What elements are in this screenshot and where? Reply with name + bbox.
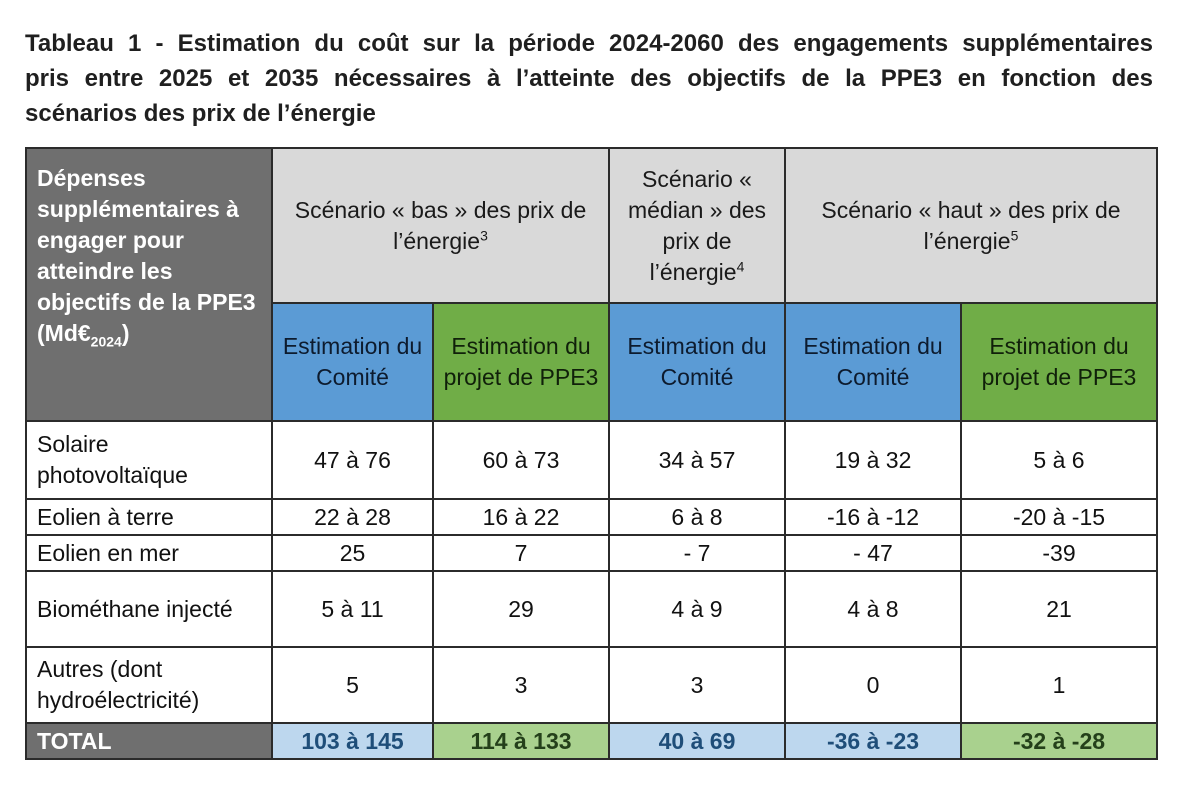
- col-header-projet-high: Estimation du projet de PPE3: [959, 302, 1159, 422]
- table-row: Autres (dont hydroélectricité) 5 3 3 0 1: [25, 646, 1159, 724]
- scenario-low-text: Scénario « bas » des prix de l’énergie: [294, 196, 587, 254]
- row-label-eolien-terre: Eolien à terre: [25, 498, 273, 536]
- col-header-projet-low: Estimation du projet de PPE3: [432, 302, 610, 422]
- caption-line-2: pris entre 2025 et 2035 nécessaires à l’…: [25, 65, 1153, 92]
- table-cell: 22 à 28: [271, 498, 434, 536]
- table-cell: 5 à 6: [959, 420, 1159, 500]
- table-cell: 25: [271, 534, 434, 572]
- table-row: Eolien en mer 25 7 - 7 - 47 -39: [25, 534, 1159, 572]
- scenario-high-text: Scénario « haut » des prix de l’énergie: [821, 196, 1121, 254]
- table-cell: 34 à 57: [608, 420, 786, 500]
- table-cell: 16 à 22: [432, 498, 610, 536]
- corner-close: ): [121, 320, 130, 346]
- cost-table: Dépenses supplémentaires à engager pour …: [25, 147, 1159, 760]
- table-cell: 1: [959, 646, 1159, 724]
- scenario-header-row: Dépenses supplémentaires à engager pour …: [25, 147, 1159, 422]
- table-cell: 60 à 73: [432, 420, 610, 500]
- corner-text: Dépenses supplémentaires à engager pour …: [37, 165, 256, 346]
- table-cell: 5: [271, 646, 434, 724]
- table-cell: 0: [784, 646, 962, 724]
- table-cell: - 7: [608, 534, 786, 572]
- row-label-biomethane: Biométhane injecté: [25, 570, 273, 648]
- total-row: TOTAL 103 à 145 114 à 133 40 à 69 -36 à …: [25, 722, 1159, 760]
- table-cell: 29: [432, 570, 610, 648]
- row-header-corner: Dépenses supplémentaires à engager pour …: [25, 147, 273, 422]
- scenario-low-header: Scénario « bas » des prix de l’énergie3: [271, 147, 610, 304]
- table-cell: 19 à 32: [784, 420, 962, 500]
- col-header-comite-low: Estimation du Comité: [271, 302, 434, 422]
- total-label: TOTAL: [25, 722, 273, 760]
- table-row: Eolien à terre 22 à 28 16 à 22 6 à 8 -16…: [25, 498, 1159, 536]
- table-cell: -39: [959, 534, 1159, 572]
- footnote-ref-5: 5: [1010, 226, 1019, 243]
- table-cell: 7: [432, 534, 610, 572]
- total-cell: -32 à -28: [959, 722, 1159, 760]
- total-cell: 103 à 145: [271, 722, 434, 760]
- estimation-header-row: Estimation du Comité Estimation du proje…: [26, 302, 1159, 422]
- col-header-comite-median: Estimation du Comité: [608, 302, 786, 422]
- caption-line-1: Tableau 1 - Estimation du coût sur la pé…: [25, 30, 1153, 57]
- row-label-eolien-mer: Eolien en mer: [25, 534, 273, 572]
- table-cell: 21: [959, 570, 1159, 648]
- scenario-median-header: Scénario « médian » des prix de l’énergi…: [608, 147, 786, 304]
- table-cell: 3: [432, 646, 610, 724]
- row-label-autres: Autres (dont hydroélectricité): [25, 646, 273, 724]
- footnote-ref-3: 3: [480, 226, 488, 243]
- table-cell: 5 à 11: [271, 570, 434, 648]
- scenario-high-header: Scénario « haut » des prix de l’énergie5: [783, 147, 1159, 304]
- table-cell: 6 à 8: [608, 498, 786, 536]
- table-cell: 3: [608, 646, 786, 724]
- total-cell: 114 à 133: [432, 722, 610, 760]
- table-cell: 47 à 76: [271, 420, 434, 500]
- table-cell: 4 à 9: [608, 570, 786, 648]
- col-header-comite-high: Estimation du Comité: [784, 302, 962, 422]
- table-row: Solaire photovoltaïque 47 à 76 60 à 73 3…: [25, 420, 1159, 500]
- caption-line-3: scénarios des prix de l’énergie: [25, 100, 376, 127]
- table-cell: - 47: [784, 534, 962, 572]
- table-row: Biométhane injecté 5 à 11 29 4 à 9 4 à 8…: [25, 570, 1159, 648]
- table-cell: 4 à 8: [784, 570, 962, 648]
- row-label-solaire: Solaire photovoltaïque: [25, 420, 273, 500]
- scenario-median-text: Scénario « médian » des prix de l’énergi…: [627, 165, 767, 285]
- corner-subscript: 2024: [90, 333, 122, 350]
- footnote-ref-4: 4: [736, 257, 745, 274]
- table-cell: -20 à -15: [959, 498, 1159, 536]
- total-cell: -36 à -23: [784, 722, 962, 760]
- total-cell: 40 à 69: [608, 722, 786, 760]
- table-caption: Tableau 1 - Estimation du coût sur la pé…: [25, 26, 1153, 131]
- table-cell: -16 à -12: [784, 498, 962, 536]
